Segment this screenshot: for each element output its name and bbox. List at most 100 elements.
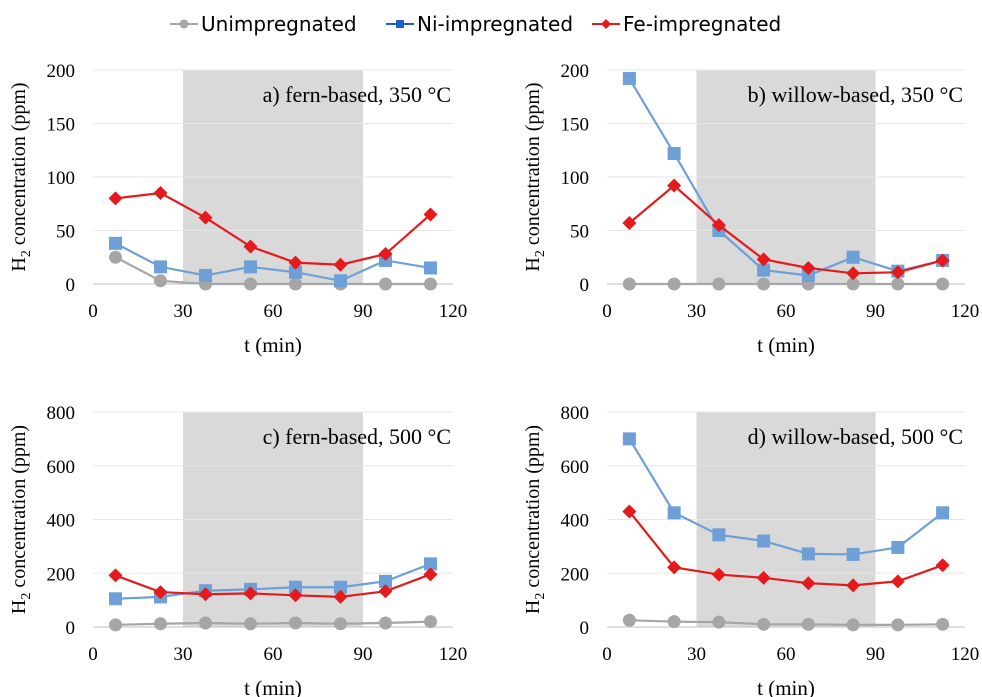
data-point-ni-impregnated — [801, 547, 815, 561]
data-point-fe-impregnated — [423, 567, 438, 582]
data-point-unimpregnated — [199, 616, 212, 630]
series-line-ni-impregnated — [628, 438, 944, 556]
data-point-unimpregnated — [891, 618, 905, 632]
x-tick-label: 0 — [602, 644, 612, 665]
data-point-ni-impregnated — [424, 557, 437, 571]
y-tick-label: 100 — [47, 168, 76, 189]
y-tick-label: 400 — [47, 511, 76, 532]
data-point-ni-impregnated — [757, 263, 771, 277]
data-point-ni-impregnated — [846, 547, 860, 561]
data-point-unimpregnated — [757, 617, 771, 631]
series-line-unimpregnated — [115, 620, 431, 626]
data-point-ni-impregnated — [379, 574, 392, 588]
y-axis-label: H2 concentration (ppm) — [522, 82, 548, 271]
y-tick-label: 150 — [561, 115, 590, 136]
series-line-fe-impregnated — [628, 510, 943, 587]
data-point-fe-impregnated — [288, 588, 303, 603]
data-point-fe-impregnated — [108, 191, 123, 206]
x-tick-label: 120 — [439, 301, 468, 322]
data-point-unimpregnated — [244, 277, 257, 291]
data-point-unimpregnated — [379, 616, 392, 630]
data-point-ni-impregnated — [936, 506, 950, 520]
data-point-ni-impregnated — [289, 265, 302, 279]
panel-a-fern-350: 0 50 100 150 200 0 30 60 90 120 t (min) H2 concentr… — [8, 61, 467, 357]
data-point-ni-impregnated — [154, 260, 167, 274]
data-point-ni-impregnated — [424, 261, 437, 275]
y-tick-label: 600 — [47, 457, 76, 478]
data-point-fe-impregnated — [108, 568, 123, 583]
x-tick-label: 30 — [174, 301, 193, 322]
series-line-ni-impregnated — [114, 242, 431, 282]
data-point-fe-impregnated — [243, 586, 258, 601]
data-point-unimpregnated — [244, 617, 257, 631]
x-tick-label: 90 — [866, 644, 885, 665]
data-point-fe-impregnated — [935, 558, 950, 573]
data-point-fe-impregnated — [378, 584, 393, 599]
series-line-unimpregnated — [114, 256, 431, 286]
x-axis-label: t (min) — [757, 676, 815, 697]
x-tick-label: 30 — [687, 644, 706, 665]
series-line-fe-impregnated — [115, 191, 432, 266]
x-tick-label: 0 — [88, 644, 98, 665]
data-point-unimpregnated — [424, 277, 437, 291]
panel-b-willow-350: 0 50 100 150 200 0 30 60 90 120 t (min) H2 concentr… — [522, 61, 979, 357]
y-axis-label: H2 concentration (ppm) — [8, 425, 34, 614]
data-point-fe-impregnated — [333, 589, 348, 604]
data-point-unimpregnated — [891, 277, 905, 291]
data-point-fe-impregnated — [667, 560, 682, 575]
data-point-unimpregnated — [846, 618, 860, 632]
data-point-unimpregnated — [936, 617, 950, 631]
data-point-unimpregnated — [109, 250, 122, 264]
y-tick-label: 400 — [561, 511, 590, 532]
x-axis-label: t (min) — [244, 333, 302, 357]
data-point-unimpregnated — [289, 616, 302, 630]
data-point-ni-impregnated — [801, 268, 815, 282]
data-point-ni-impregnated — [109, 236, 122, 250]
data-point-ni-impregnated — [109, 592, 122, 606]
data-point-fe-impregnated — [890, 574, 905, 589]
series-line-unimpregnated — [629, 619, 943, 626]
x-tick-label: 120 — [951, 301, 980, 322]
data-point-ni-impregnated — [622, 72, 636, 86]
y-tick-label: 50 — [570, 222, 589, 243]
legend-marker-diamond-icon — [601, 19, 611, 29]
data-point-fe-impregnated — [622, 216, 637, 231]
data-point-unimpregnated — [154, 274, 167, 288]
y-tick-label: 200 — [47, 61, 76, 82]
data-point-fe-impregnated — [890, 265, 905, 280]
data-point-fe-impregnated — [756, 252, 771, 267]
data-point-fe-impregnated — [423, 207, 438, 222]
data-point-fe-impregnated — [711, 218, 726, 233]
y-tick-label: 600 — [561, 457, 590, 478]
data-point-ni-impregnated — [244, 260, 257, 274]
x-tick-label: 60 — [777, 301, 796, 322]
data-point-ni-impregnated — [199, 268, 212, 282]
data-point-unimpregnated — [667, 615, 681, 629]
legend-item-fe-impregnated: Fe-impregnated — [592, 12, 781, 36]
y-axis-label: H2 concentration (ppm) — [522, 425, 548, 614]
data-point-fe-impregnated — [801, 576, 816, 591]
data-point-unimpregnated — [757, 277, 771, 291]
x-tick-label: 30 — [687, 301, 706, 322]
y-tick-label: 50 — [56, 222, 75, 243]
y-tick-label: 0 — [580, 275, 590, 296]
y-tick-label: 150 — [47, 115, 76, 136]
data-point-ni-impregnated — [667, 146, 681, 160]
data-point-fe-impregnated — [333, 257, 348, 272]
y-tick-label: 100 — [561, 168, 590, 189]
data-point-fe-impregnated — [846, 266, 861, 281]
x-tick-label: 60 — [264, 301, 283, 322]
data-point-unimpregnated — [846, 277, 860, 291]
series-line-fe-impregnated — [115, 573, 431, 599]
data-point-unimpregnated — [622, 613, 636, 627]
y-axis-label: H2 concentration (ppm) — [8, 82, 34, 271]
legend-item-ni-impregnated: Ni-impregnated — [386, 12, 573, 36]
data-point-fe-impregnated — [801, 260, 816, 275]
data-point-fe-impregnated — [935, 253, 950, 268]
x-tick-label: 0 — [88, 301, 98, 322]
data-point-unimpregnated — [622, 277, 636, 291]
x-tick-label: 90 — [354, 644, 373, 665]
panel-c-fern-500: 0 200 400 600 800 0 30 60 90 120 t (min) H2 concent… — [8, 403, 467, 697]
panel-title: c) fern-based, 500 °C — [263, 424, 451, 449]
x-tick-label: 90 — [354, 301, 373, 322]
